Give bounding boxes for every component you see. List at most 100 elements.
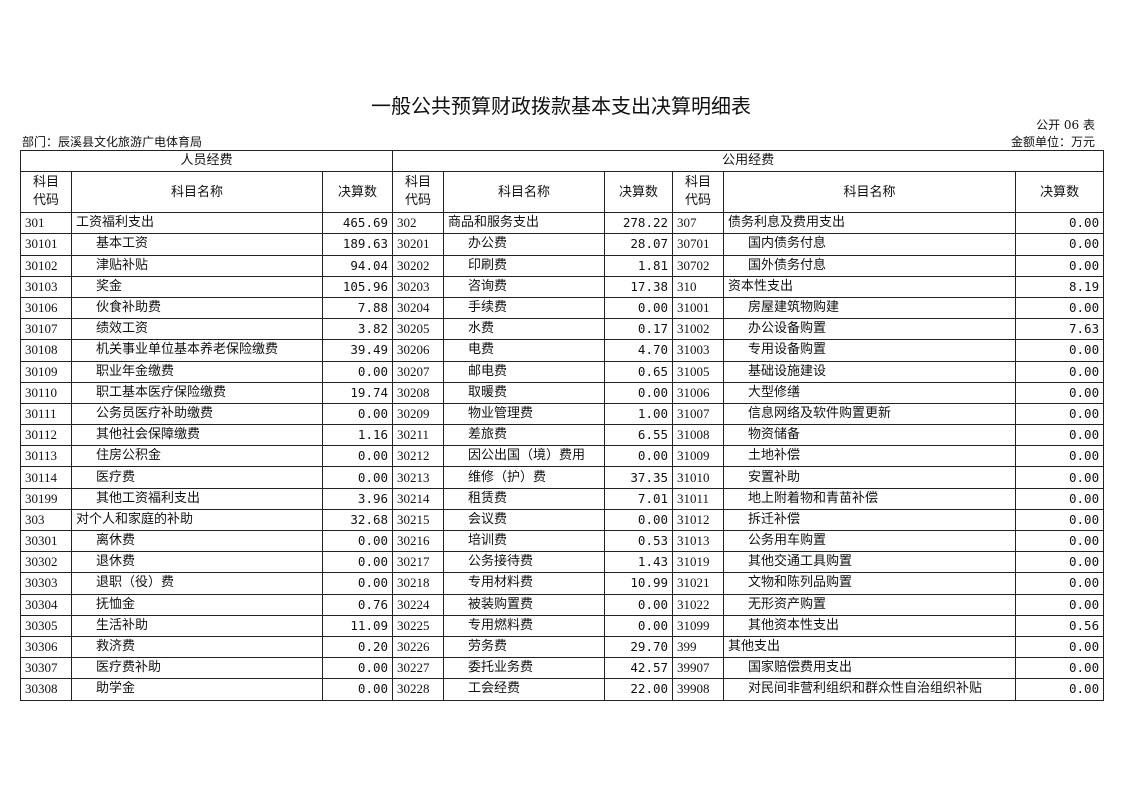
subject-name: 文物和陈列品购置 <box>723 572 1017 595</box>
subject-code: 30224 <box>392 593 445 616</box>
subject-code: 31019 <box>672 551 725 574</box>
subject-code: 31002 <box>672 318 725 341</box>
amount: 0.00 <box>1015 424 1105 447</box>
subject-name: 救济费 <box>71 635 323 659</box>
subject-name: 资本性支出 <box>723 275 1017 298</box>
subject-name: 奖金 <box>71 275 323 298</box>
amount: 4.70 <box>604 339 674 362</box>
amount: 42.57 <box>604 657 674 680</box>
subject-code: 31008 <box>672 424 725 447</box>
subject-code: 30114 <box>20 466 72 489</box>
subject-code: 30216 <box>392 529 445 553</box>
amount: 0.00 <box>1015 212 1105 235</box>
table-row: 303 对个人和家庭的补助 32.68 30215 会议费 0.00 31012 拆迁补偿 0.… <box>20 508 1105 532</box>
subject-name: 房屋建筑物购建 <box>723 296 1017 320</box>
amount: 0.00 <box>1015 339 1105 362</box>
amount: 0.00 <box>321 657 394 680</box>
subject-name: 大型修缮 <box>723 381 1017 404</box>
subject-name: 租赁费 <box>443 487 606 510</box>
subject-code: 31009 <box>672 445 725 468</box>
subject-name: 办公设备购置 <box>723 318 1017 341</box>
amount: 0.00 <box>1015 254 1105 277</box>
subject-name: 手续费 <box>443 296 606 320</box>
subject-name: 劳务费 <box>443 635 606 659</box>
subject-code: 30110 <box>20 381 72 404</box>
table-row: 30106 伙食补助费 7.88 30204 手续费 0.00 31001 房屋建筑物购建 0.… <box>20 296 1105 320</box>
subject-name: 土地补偿 <box>723 445 1017 468</box>
amount: 0.00 <box>321 678 394 701</box>
amount: 0.00 <box>1015 360 1105 383</box>
subject-name: 其他支出 <box>723 635 1017 659</box>
amount: 3.82 <box>321 318 394 341</box>
amount: 6.55 <box>604 424 674 447</box>
amount: 0.00 <box>604 593 674 616</box>
column-header-name: 科目名称 <box>71 171 323 214</box>
subject-name: 伙食补助费 <box>71 296 323 320</box>
table-row: 30102 津贴补贴 94.04 30202 印刷费 1.81 30702 国外债务付息 0.0… <box>20 254 1105 277</box>
amount: 0.00 <box>604 445 674 468</box>
subject-code: 39907 <box>672 657 725 680</box>
subject-name: 因公出国（境）费用 <box>443 445 606 468</box>
amount: 0.76 <box>321 593 394 616</box>
subject-code: 30226 <box>392 635 445 659</box>
subject-code: 30201 <box>392 233 445 256</box>
subject-name: 国外债务付息 <box>723 254 1017 277</box>
expenditure-table: 人员经费 公用经费 科目代码 科目名称 决算数 科目代码 科目名称 决算数 科目代码 科目名称… <box>19 149 1105 701</box>
subject-code: 310 <box>672 275 725 298</box>
column-header-name: 科目名称 <box>723 171 1017 214</box>
amount: 0.00 <box>1015 657 1105 680</box>
amount: 0.00 <box>1015 551 1105 574</box>
amount: 1.00 <box>604 402 674 426</box>
subject-name: 地上附着物和青苗补偿 <box>723 487 1017 510</box>
subject-code: 31012 <box>672 508 725 532</box>
subject-code: 30702 <box>672 254 725 277</box>
amount: 19.74 <box>321 381 394 404</box>
amount: 0.00 <box>1015 678 1105 701</box>
subject-code: 30113 <box>20 445 72 468</box>
amount: 7.01 <box>604 487 674 510</box>
amount: 0.65 <box>604 360 674 383</box>
subject-name: 职业年金缴费 <box>71 360 323 383</box>
column-header-code: 科目代码 <box>392 171 445 214</box>
table-row: 30302 退休费 0.00 30217 公务接待费 1.43 31019 其他交通工具购置 0… <box>20 551 1105 574</box>
subject-code: 30101 <box>20 233 72 256</box>
subject-name: 培训费 <box>443 529 606 553</box>
subject-code: 30305 <box>20 614 72 637</box>
subject-name: 邮电费 <box>443 360 606 383</box>
subject-code: 30215 <box>392 508 445 532</box>
amount: 8.19 <box>1015 275 1105 298</box>
amount: 0.00 <box>321 529 394 553</box>
amount: 22.00 <box>604 678 674 701</box>
subject-name: 取暖费 <box>443 381 606 404</box>
amount: 0.00 <box>1015 572 1105 595</box>
subject-name: 专用材料费 <box>443 572 606 595</box>
subject-name: 电费 <box>443 339 606 362</box>
table-row: 30114 医疗费 0.00 30213 维修（护）费 37.35 31010 安置补助 0.0… <box>20 466 1105 489</box>
subject-code: 30207 <box>392 360 445 383</box>
subject-name: 商品和服务支出 <box>443 212 606 235</box>
unit-label: 金额单位：万元 <box>1010 135 1095 149</box>
column-header-code: 科目代码 <box>672 171 725 214</box>
subject-name: 离休费 <box>71 529 323 553</box>
amount: 0.00 <box>321 445 394 468</box>
subject-code: 30218 <box>392 572 445 595</box>
amount: 278.22 <box>604 212 674 235</box>
amount: 29.70 <box>604 635 674 659</box>
subject-name: 其他交通工具购置 <box>723 551 1017 574</box>
subject-code: 30206 <box>392 339 445 362</box>
column-header-amount: 决算数 <box>1015 171 1105 214</box>
subject-code: 31007 <box>672 402 725 426</box>
amount: 0.00 <box>321 360 394 383</box>
subject-name: 基本工资 <box>71 233 323 256</box>
subject-code: 30217 <box>392 551 445 574</box>
amount: 0.00 <box>1015 381 1105 404</box>
column-header-amount: 决算数 <box>321 171 394 214</box>
subject-name: 基础设施建设 <box>723 360 1017 383</box>
subject-code: 30106 <box>20 296 72 320</box>
amount: 0.00 <box>1015 233 1105 256</box>
subject-code: 30304 <box>20 593 72 616</box>
amount: 0.00 <box>604 381 674 404</box>
amount: 1.43 <box>604 551 674 574</box>
column-header-code-text: 科目代码 <box>685 175 712 209</box>
amount: 1.81 <box>604 254 674 277</box>
